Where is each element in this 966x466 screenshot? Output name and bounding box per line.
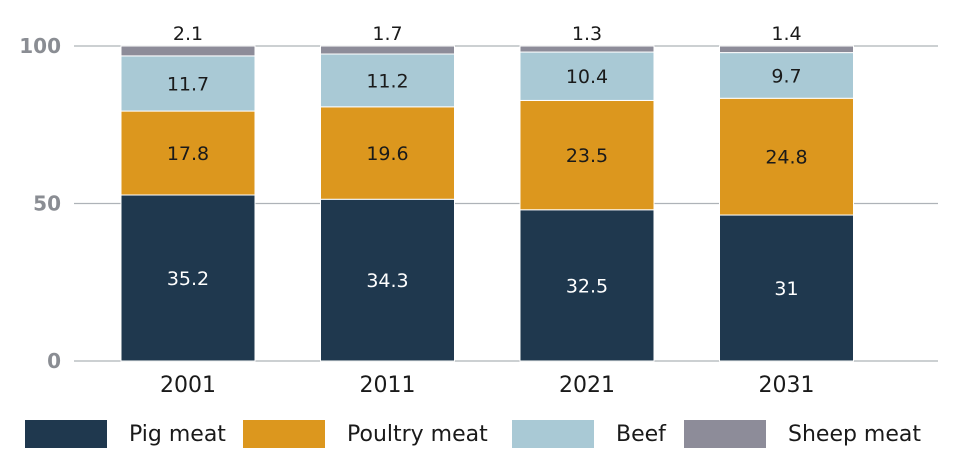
bar-segment-sheep-meat-2031 [719,45,854,54]
legend-item-poultry-meat: Poultry meat [243,414,488,454]
legend-swatch-pig-meat [25,420,107,448]
data-label-poultry-meat-2021: 23.5 [566,145,608,167]
bar-segment-poultry-meat-2011 [320,106,455,200]
data-label-pig-meat-2011: 34.3 [366,270,408,292]
x-tick-label-2031: 2031 [759,373,815,398]
bar-segment-beef-2031 [719,52,854,99]
legend: Pig meat Poultry meat Beef Sheep meat [0,414,966,454]
bar-segment-poultry-meat-2021 [519,99,655,211]
bar-segment-pig-meat-2001 [120,194,256,362]
y-tick-label-50: 50 [33,192,61,216]
data-label-pig-meat-2001: 35.2 [167,268,209,290]
bars: 35.2 17.8 11.7 2.1 34.3 19.6 11.2 1.7 32.5 23.5 10… [120,23,854,362]
bar-segment-pig-meat-2021 [519,209,655,362]
y-tick-label-100: 100 [19,34,61,58]
data-label-sheep-meat-2021: 1.3 [572,23,602,45]
y-axis-ticks: 0 50 100 [19,34,61,373]
data-label-poultry-meat-2031: 24.8 [765,147,807,169]
legend-label-sheep-meat: Sheep meat [788,421,922,447]
y-tick-label-0: 0 [47,349,61,373]
bar-segment-pig-meat-2031 [719,214,854,362]
data-label-pig-meat-2031: 31 [774,278,798,300]
stacked-bar-chart: 0 50 100 35.2 17.8 11.7 2.1 34.3 19.6 11.2 1.7 32.… [19,23,938,398]
legend-swatch-poultry-meat [243,420,325,448]
data-label-beef-2021: 10.4 [566,66,608,88]
data-label-beef-2011: 11.2 [366,70,408,92]
legend-label-poultry-meat: Poultry meat [347,421,488,447]
bar-segment-sheep-meat-2021 [519,45,655,53]
x-tick-label-2021: 2021 [559,373,615,398]
data-label-beef-2031: 9.7 [771,65,801,87]
bar-segment-beef-2011 [320,53,455,108]
bar-segment-sheep-meat-2001 [120,45,256,57]
bar-segment-pig-meat-2011 [320,198,455,362]
data-label-sheep-meat-2011: 1.7 [372,23,402,45]
bar-segment-sheep-meat-2011 [320,45,455,55]
x-tick-label-2001: 2001 [160,373,216,398]
bar-segment-beef-2021 [519,51,655,101]
x-axis-ticks: 2001 2011 2021 2031 [160,373,815,398]
legend-swatch-beef [512,420,594,448]
bar-segment-poultry-meat-2031 [719,97,854,216]
x-tick-label-2011: 2011 [360,373,416,398]
legend-item-sheep-meat: Sheep meat [684,414,921,454]
legend-swatch-sheep-meat [684,420,766,448]
legend-label-pig-meat: Pig meat [129,421,226,447]
data-label-poultry-meat-2001: 17.8 [167,143,209,165]
legend-label-beef: Beef [616,421,666,447]
legend-item-pig-meat: Pig meat [25,414,226,454]
bar-segment-beef-2001 [120,55,256,112]
legend-item-beef: Beef [512,414,666,454]
data-label-beef-2001: 11.7 [167,73,209,95]
data-label-sheep-meat-2031: 1.4 [771,23,801,45]
data-label-poultry-meat-2011: 19.6 [366,143,408,165]
data-label-pig-meat-2021: 32.5 [566,275,608,297]
data-label-sheep-meat-2001: 2.1 [173,23,203,45]
